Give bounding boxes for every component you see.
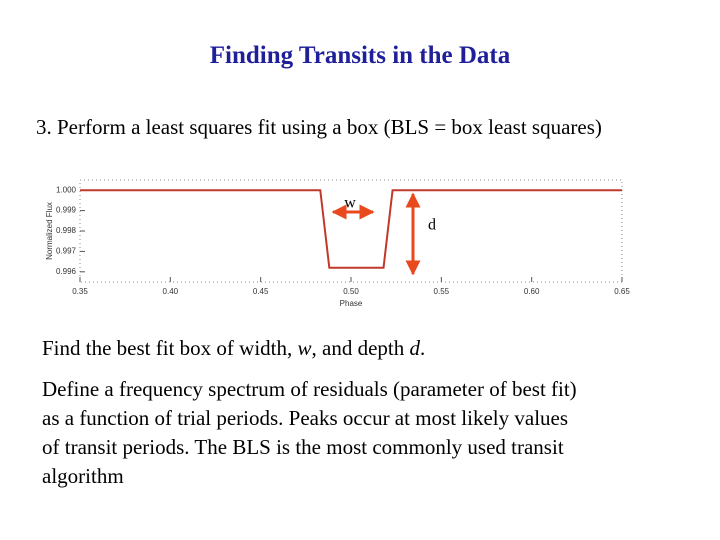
text: Find the best fit box of width, bbox=[42, 336, 298, 360]
x-tick-label: 0.45 bbox=[253, 287, 269, 296]
step-text: 3. Perform a least squares fit using a b… bbox=[36, 115, 602, 139]
y-axis-label: Normalized Flux bbox=[45, 202, 54, 260]
paragraph-line: of transit periods. The BLS is the most … bbox=[42, 435, 564, 459]
text: w bbox=[297, 336, 312, 360]
model-line bbox=[80, 189, 622, 269]
y-tick-label: 0.999 bbox=[56, 206, 77, 215]
light-curve-plot: 0.35 0.40 0.45 0.50 0.55 0.60 0.65 1.000 0.999 0.… bbox=[45, 179, 630, 308]
paragraph-line: as a function of trial periods. Peaks oc… bbox=[42, 406, 569, 430]
y-tick-label: 0.998 bbox=[56, 226, 77, 235]
annotation: w bbox=[344, 195, 356, 212]
x-tick-label: 0.65 bbox=[614, 287, 630, 296]
annotation: d bbox=[428, 217, 436, 234]
slide-title: Finding Transits in the Data bbox=[209, 42, 511, 69]
paragraph-line: Define a frequency spectrum of residuals… bbox=[42, 377, 577, 401]
x-tick-label: 0.55 bbox=[434, 287, 450, 296]
text: d bbox=[409, 336, 421, 360]
x-tick-label: 0.35 bbox=[72, 287, 88, 296]
x-tick-label: 0.50 bbox=[343, 287, 359, 296]
x-axis-label: Phase bbox=[340, 299, 363, 308]
y-tick-label: 1.000 bbox=[56, 185, 77, 194]
text: , and depth bbox=[311, 336, 410, 360]
x-tick-label: 0.60 bbox=[524, 287, 540, 296]
y-tick-label: 0.997 bbox=[56, 247, 77, 256]
paragraph-line: algorithm bbox=[42, 464, 124, 488]
text: . bbox=[420, 336, 426, 360]
y-tick-label: 0.996 bbox=[56, 267, 77, 276]
paragraph: Find the best fit box of width, w, and d… bbox=[42, 336, 425, 361]
x-tick-label: 0.40 bbox=[163, 287, 179, 296]
